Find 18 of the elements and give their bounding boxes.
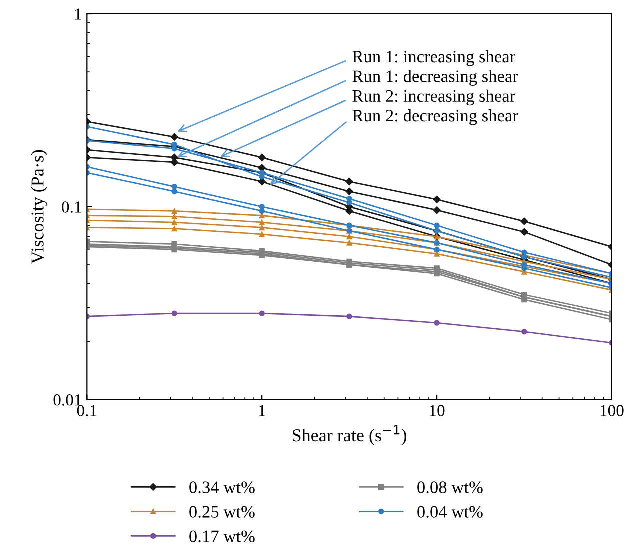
legend-label: 0.25 wt%: [190, 506, 255, 518]
annotation: Run 1: increasing shear: [352, 50, 516, 66]
x-tick-label: 0.1: [77, 405, 97, 417]
annotation: Run 1: decreasing shear: [352, 70, 518, 86]
y-tick-label: 1: [75, 8, 82, 20]
legend-label: 0.17 wt%: [190, 530, 255, 543]
y-tick-label: 0.1: [62, 202, 82, 213]
y-tick-label: 0.01: [54, 394, 82, 406]
annotation: Run 2: decreasing shear: [352, 110, 518, 126]
legend-label: 0.08 wt%: [418, 482, 483, 494]
x-tick-label: 10: [430, 405, 445, 416]
legend-label: 0.04 wt%: [418, 506, 483, 518]
x-tick-label: 1: [259, 405, 266, 416]
x-axis-title: Shear rate (s$^{−1}$): [292, 425, 407, 446]
x-tick-label: 100: [600, 405, 624, 416]
y-axis-title: Viscosity (Pa·s): [31, 150, 48, 264]
annotation: Run 2: increasing shear: [352, 90, 516, 106]
legend-label: 0.34 wt%: [190, 482, 255, 494]
